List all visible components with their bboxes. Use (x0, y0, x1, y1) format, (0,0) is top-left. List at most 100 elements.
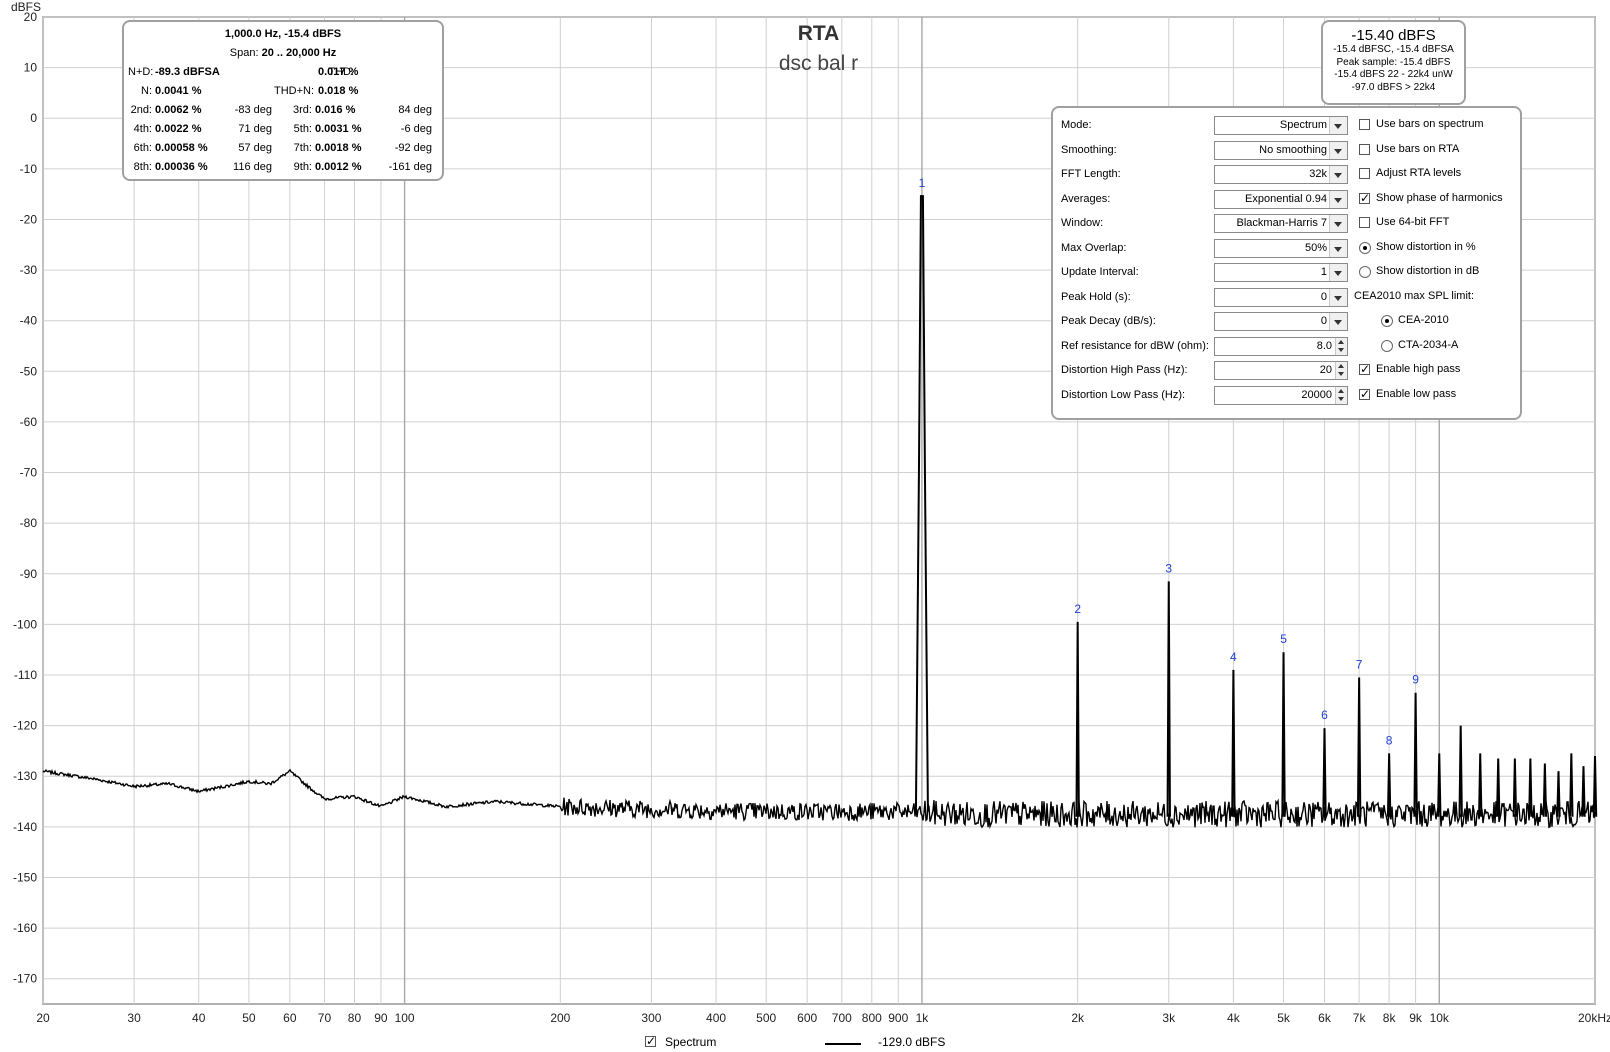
option-label[interactable]: Show phase of harmonics (1376, 191, 1503, 204)
y-tick-label: -80 (20, 516, 38, 530)
setting-label: Ref resistance for dBW (ohm): (1061, 339, 1209, 352)
y-axis-label: dBFS (11, 0, 41, 14)
harmonic-phase: -83 deg (234, 104, 272, 116)
harmonic-marker-label: 7 (1356, 658, 1363, 672)
chevron-down-icon[interactable] (1329, 190, 1347, 208)
option-checkbox[interactable] (1359, 143, 1370, 155)
n-label: N: (141, 85, 152, 97)
option-checkbox[interactable] (1359, 191, 1370, 205)
spectrum-trace (42, 768, 1596, 830)
y-tick-label: -120 (13, 719, 37, 733)
harmonic-phase: 57 deg (238, 142, 272, 154)
setting-dropdown[interactable]: No smoothing (1214, 140, 1348, 160)
chevron-down-icon[interactable] (1329, 313, 1347, 330)
setting-value: Exponential 0.94 (1245, 192, 1327, 205)
thdn-label: THD+N: (273, 85, 314, 97)
option-label[interactable]: CTA-2034-A (1398, 338, 1459, 351)
harmonic-peak (1166, 581, 1171, 817)
option-checkbox[interactable] (1359, 119, 1370, 130)
setting-value: 50% (1304, 241, 1327, 254)
option-label[interactable]: Show distortion in dB (1376, 265, 1480, 277)
setting-dropdown[interactable]: 0 (1214, 287, 1348, 307)
setting-spinner[interactable]: 20 (1214, 361, 1348, 380)
setting-dropdown[interactable]: 1 (1214, 263, 1348, 282)
y-tick-label: -150 (13, 870, 37, 884)
harmonic-marker-label: 1 (919, 176, 926, 190)
chevron-down-icon[interactable] (1329, 141, 1347, 159)
y-tick-label: -170 (13, 972, 37, 986)
level-main: -15.40 dBFS (1351, 27, 1436, 44)
chevron-down-icon[interactable] (1329, 239, 1347, 257)
harmonic-phase: -161 deg (388, 161, 432, 173)
x-tick-label: 300 (641, 1011, 661, 1025)
option-label[interactable]: Adjust RTA levels (1376, 167, 1462, 179)
x-tick-label: 900 (888, 1011, 908, 1025)
legend-spectrum-checkbox[interactable] (645, 1034, 656, 1048)
chevron-down-icon[interactable] (1329, 215, 1347, 232)
x-tick-label: 20 (36, 1011, 50, 1025)
chevron-down-icon[interactable] (1329, 288, 1347, 306)
chevron-down-icon[interactable] (1329, 264, 1347, 281)
spinner-arrows-icon[interactable] (1335, 386, 1347, 404)
y-tick-label: -100 (13, 617, 37, 631)
x-tick-label: 600 (797, 1011, 817, 1025)
x-tick-label: 5k (1277, 1011, 1291, 1025)
y-tick-label: -50 (20, 364, 38, 378)
y-tick-label: -130 (13, 769, 37, 783)
setting-dropdown[interactable]: 50% (1214, 238, 1348, 258)
setting-dropdown[interactable]: Blackman-Harris 7 (1214, 214, 1348, 233)
harmonic-phase: -6 deg (400, 123, 432, 135)
option-radio[interactable] (1381, 315, 1393, 327)
x-tick-label: 400 (706, 1011, 726, 1025)
option-radio[interactable] (1381, 339, 1393, 352)
setting-spinner[interactable]: 20000 (1214, 385, 1348, 405)
x-tick-label: 700 (832, 1011, 852, 1025)
option-label[interactable]: Show distortion in % (1376, 240, 1476, 253)
harmonic-peak (1413, 692, 1418, 817)
option-checkbox[interactable] (1359, 387, 1370, 401)
x-tick-label: 30 (127, 1011, 141, 1025)
setting-value: 32k (1309, 168, 1327, 180)
distortion-panel[interactable]: 1,000.0 Hz, -15.4 dBFS Span: 20 .. 20,00… (122, 20, 444, 181)
option-checkbox[interactable] (1359, 168, 1370, 179)
x-tick-label: 9k (1409, 1011, 1423, 1025)
chevron-down-icon[interactable] (1329, 166, 1347, 183)
option-label[interactable]: Use 64-bit FFT (1376, 216, 1450, 228)
harmonic-value: 0.00036 % (155, 161, 208, 173)
option-radio[interactable] (1359, 241, 1371, 254)
option-checkbox[interactable] (1359, 362, 1370, 376)
chevron-down-icon[interactable] (1329, 117, 1347, 134)
harmonic-value: 0.0031 % (315, 123, 362, 135)
y-tick-label: -60 (20, 415, 38, 429)
harmonic-label: 8th: (133, 161, 152, 173)
option-radio[interactable] (1359, 266, 1371, 278)
y-tick-label: -40 (20, 314, 38, 328)
setting-dropdown[interactable]: Spectrum (1214, 116, 1348, 135)
x-tick-label: 8k (1383, 1011, 1397, 1025)
y-tick-label: 10 (24, 61, 38, 75)
harmonic-value: 0.016 % (315, 104, 356, 116)
spinner-arrows-icon[interactable] (1335, 362, 1347, 379)
harmonic-peak (1478, 753, 1483, 817)
fundamental-readout: 1,000.0 Hz, -15.4 dBFS (224, 28, 342, 40)
setting-dropdown[interactable]: Exponential 0.94 (1214, 189, 1348, 209)
setting-spinner[interactable]: 8.0 (1214, 336, 1348, 356)
option-label[interactable]: Use bars on spectrum (1376, 118, 1484, 130)
harmonic-value: 0.0018 % (315, 142, 362, 154)
rta-settings-panel[interactable]: Mode: Spectrum Smoothing: No smoothing FFT L… (1051, 106, 1522, 420)
option-label[interactable]: Enable high pass (1376, 363, 1461, 375)
spinner-arrows-icon[interactable] (1335, 337, 1347, 355)
setting-dropdown[interactable]: 0 (1214, 312, 1348, 331)
option-label[interactable]: Use bars on RTA (1376, 142, 1460, 155)
setting-dropdown[interactable]: 32k (1214, 165, 1348, 184)
option-label[interactable]: CEA-2010 (1398, 314, 1449, 326)
harmonic-phase: 84 deg (398, 104, 432, 116)
harmonic-markers: 1 2 3 4 5 6 7 8 9 (919, 176, 1420, 747)
option-label[interactable]: Enable low pass (1376, 387, 1457, 400)
x-tick-label: 200 (550, 1011, 570, 1025)
x-tick-label: 7k (1353, 1011, 1367, 1025)
setting-label: Distortion High Pass (Hz): (1061, 364, 1188, 376)
thdn-value: 0.018 % (318, 85, 359, 97)
option-checkbox[interactable] (1359, 217, 1370, 228)
harmonic-label: 6th: (133, 142, 152, 154)
